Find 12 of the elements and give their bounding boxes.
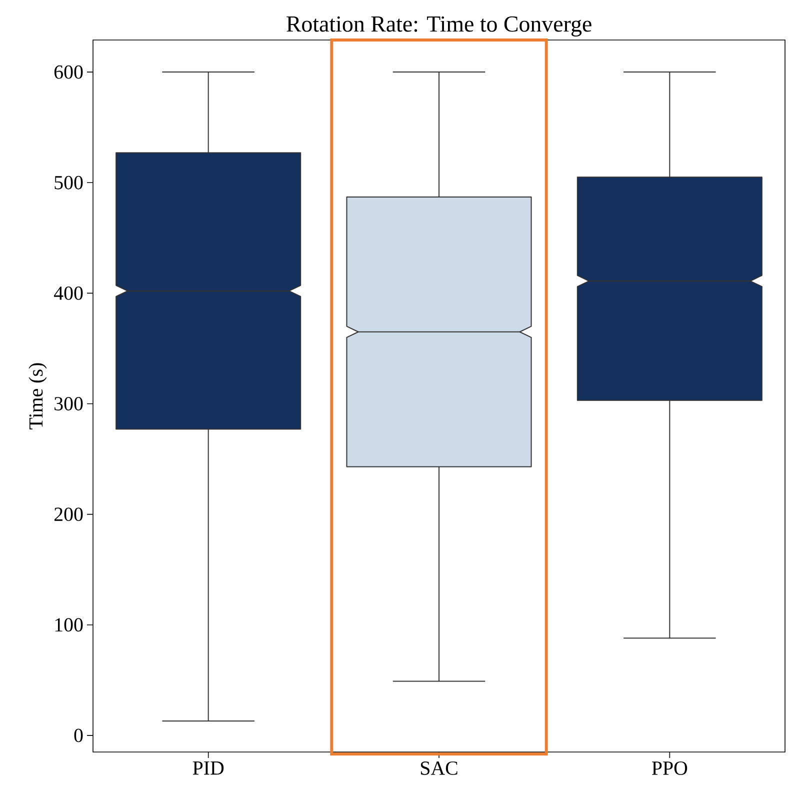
x-tick-label: SAC	[420, 762, 458, 775]
y-tick-label: 0	[74, 728, 83, 742]
x-tick-label: PPO	[652, 762, 688, 775]
y-tick-label: 200	[54, 508, 83, 522]
chart-title: Rotation Rate: Time to Converge	[286, 16, 592, 36]
y-axis-title: Time (s)	[28, 363, 47, 430]
y-tick-label: 300	[54, 397, 83, 410]
y-tick-label: 600	[54, 65, 83, 79]
x-tick-label: PID	[192, 762, 224, 775]
y-tick-label: 100	[55, 618, 83, 632]
y-tick-label: 500	[54, 176, 83, 190]
y-tick-label: 400	[54, 286, 83, 300]
